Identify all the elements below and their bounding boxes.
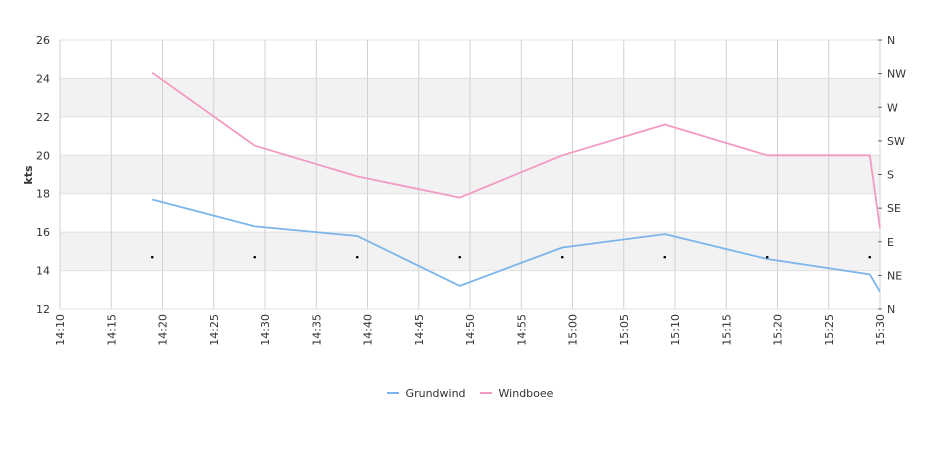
y-axis-tick-labels: 12 14 16 18 20 22 24 26 xyxy=(36,34,50,316)
x-tick-label: 14:25 xyxy=(208,314,221,346)
y-tick-label: 22 xyxy=(36,111,50,124)
direction-axis-tick-labels: N NE E SE S SW W NW N xyxy=(878,34,906,316)
x-tick-label: 15:00 xyxy=(567,314,580,346)
direction-tick-label: NE xyxy=(887,269,902,282)
direction-marker xyxy=(560,255,564,259)
direction-tick-label: NW xyxy=(887,68,906,81)
x-tick-label: 14:35 xyxy=(310,314,323,346)
x-tick-label: 14:50 xyxy=(464,314,477,346)
direction-marker xyxy=(458,255,462,259)
y-axis-label: kts xyxy=(22,165,35,185)
direction-marker xyxy=(150,255,154,259)
y-tick-label: 12 xyxy=(36,303,50,316)
y-tick-label: 18 xyxy=(36,188,50,201)
direction-tick-label: W xyxy=(887,101,898,114)
x-tick-label: 14:15 xyxy=(105,314,118,346)
series-line-grundwind xyxy=(152,198,881,293)
legend-item-windboee[interactable]: Windboee xyxy=(479,386,554,400)
direction-marker xyxy=(355,255,359,259)
direction-tick-label: N xyxy=(887,34,895,47)
direction-markers xyxy=(150,255,872,259)
x-tick-label: 15:05 xyxy=(618,314,631,346)
legend-label: Windboee xyxy=(498,386,554,400)
y-tick-label: 24 xyxy=(36,72,50,85)
x-tick-label: 15:10 xyxy=(669,314,682,346)
x-tick-label: 14:20 xyxy=(157,314,170,346)
direction-tick-label: N xyxy=(887,303,895,316)
x-tick-label: 15:20 xyxy=(772,314,785,346)
direction-marker xyxy=(663,255,667,259)
x-tick-label: 14:55 xyxy=(515,314,528,346)
x-axis-tick-labels: 14:10 14:15 14:20 14:25 14:30 14:35 14:40 14:45… xyxy=(54,314,887,346)
y-tick-label: 26 xyxy=(36,34,50,47)
legend-item-grundwind[interactable]: Grundwind xyxy=(386,386,466,400)
x-tick-label: 14:45 xyxy=(413,314,426,346)
x-tick-label: 14:30 xyxy=(259,314,272,346)
series-lines xyxy=(151,71,881,293)
direction-marker xyxy=(765,255,769,259)
y-tick-label: 20 xyxy=(36,149,50,162)
series-line-windboee xyxy=(151,71,881,229)
direction-tick-label: SW xyxy=(887,135,905,148)
direction-tick-label: SE xyxy=(887,202,901,215)
y-tick-label: 14 xyxy=(36,265,50,278)
legend-swatch xyxy=(479,392,492,394)
vertical-gridlines xyxy=(59,40,881,309)
direction-tick-label: E xyxy=(887,236,894,249)
y-tick-label: 16 xyxy=(36,226,50,239)
x-tick-label: 15:30 xyxy=(874,314,887,346)
legend-swatch xyxy=(386,392,399,394)
direction-marker xyxy=(253,255,257,259)
direction-marker xyxy=(868,255,872,259)
x-tick-label: 14:10 xyxy=(54,314,67,346)
legend: Grundwind Windboee xyxy=(0,384,940,400)
x-tick-label: 14:40 xyxy=(362,314,375,346)
x-tick-label: 15:15 xyxy=(720,314,733,346)
x-tick-label: 15:25 xyxy=(823,314,836,346)
direction-tick-label: S xyxy=(887,169,894,182)
legend-label: Grundwind xyxy=(405,386,466,400)
